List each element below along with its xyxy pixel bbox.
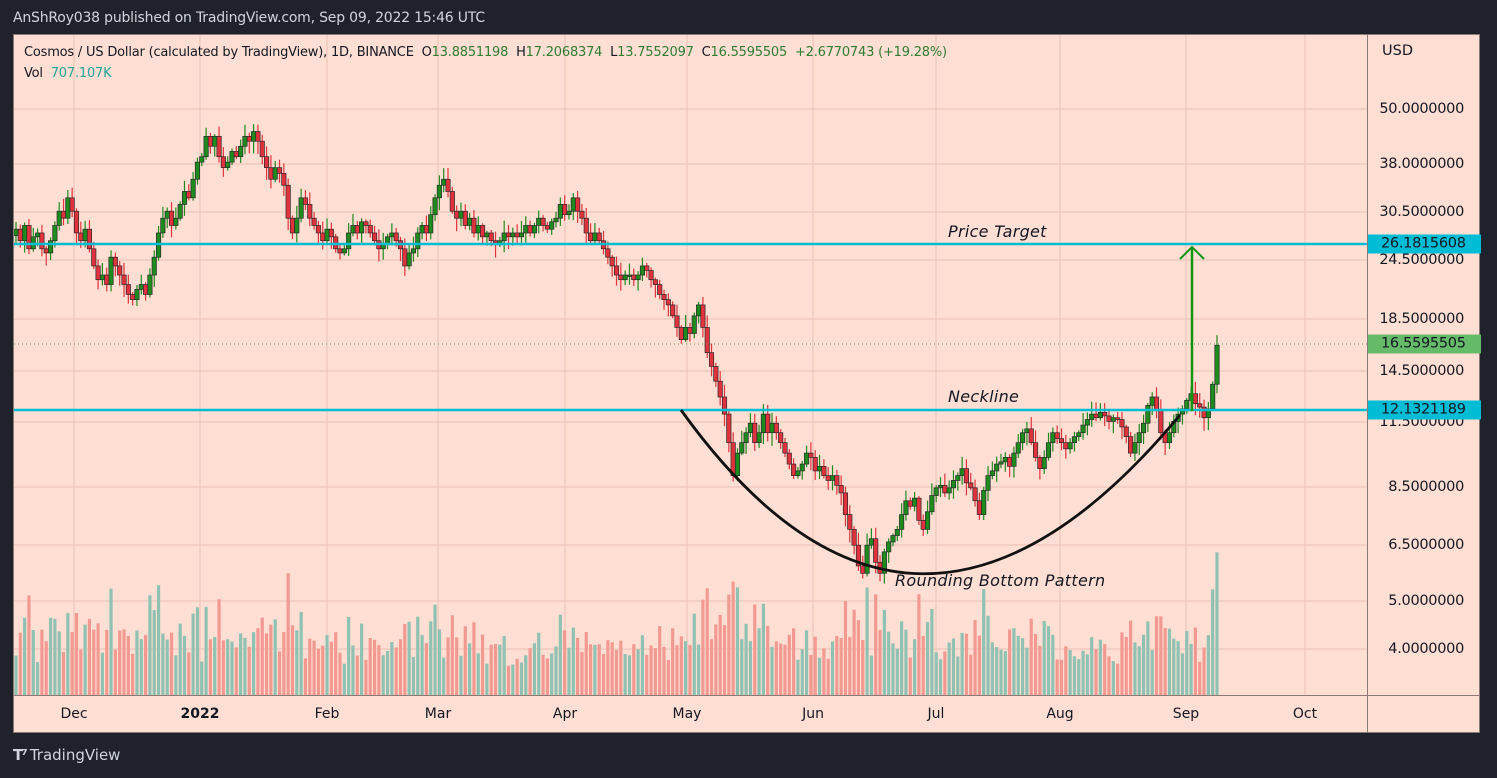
time-tick-label: Jun (802, 706, 824, 722)
price-tick-label: 4.0000000 (1388, 641, 1464, 657)
price-tick-label: 8.5000000 (1388, 479, 1464, 495)
time-tick-label: May (672, 706, 702, 722)
price-tick-label: 50.0000000 (1379, 101, 1464, 117)
time-tick-label: Mar (424, 706, 452, 722)
pattern-annotation[interactable]: Rounding Bottom Pattern (895, 571, 1106, 590)
chart-container[interactable]: Cosmos / US Dollar (calculated by Tradin… (13, 34, 1481, 733)
tradingview-brand-text: TradingView (29, 746, 121, 764)
price-tick-label: 24.5000000 (1379, 252, 1464, 268)
time-axis[interactable]: Dec 2022 Feb Mar Apr May Jun Jul Aug Sep Oct (14, 695, 1367, 733)
symbol-title[interactable]: Cosmos / US Dollar (calculated by Tradin… (24, 45, 414, 60)
close-value: 16.5595505 (710, 45, 788, 60)
price-plot[interactable]: Cosmos / US Dollar (calculated by Tradin… (14, 35, 1367, 695)
volume-legend: Vol 707.107K (24, 66, 112, 81)
price-tick-label: 18.5000000 (1379, 311, 1464, 327)
time-tick-label: 2022 (180, 706, 220, 722)
low-label: L (610, 45, 618, 60)
vol-label[interactable]: Vol (24, 66, 43, 81)
time-tick-label: Feb (314, 706, 340, 722)
price-axis[interactable]: USD 50.0000000 38.0000000 30.5000000 24.500… (1367, 35, 1481, 695)
price-tick-label: 30.5000000 (1379, 204, 1464, 220)
price-target-tag[interactable]: 26.1815608 (1368, 234, 1481, 254)
price-tick-label: 38.0000000 (1379, 156, 1464, 172)
neckline-annotation[interactable]: Neckline (948, 387, 1020, 406)
open-value: 13.8851198 (431, 45, 509, 60)
tradingview-logo[interactable]: T⁷ TradingView (13, 746, 120, 764)
open-label: O (421, 45, 432, 60)
high-value: 17.2068374 (525, 45, 603, 60)
price-tick-label: 5.0000000 (1388, 593, 1464, 609)
close-label: C (701, 45, 711, 60)
time-tick-label: Aug (1046, 706, 1074, 722)
change-value: +2.6770743 (+19.28%) (794, 45, 947, 60)
tradingview-logo-icon: T⁷ (13, 746, 28, 764)
high-label: H (516, 45, 526, 60)
time-tick-label: Oct (1292, 706, 1318, 722)
neckline-tag[interactable]: 12.1321189 (1368, 400, 1481, 420)
time-tick-label: Dec (60, 706, 88, 722)
price-tick-label: 6.5000000 (1388, 537, 1464, 553)
symbol-legend: Cosmos / US Dollar (calculated by Tradin… (24, 45, 947, 60)
publisher-line: AnShRoy038 published on TradingView.com,… (13, 10, 485, 26)
time-tick-label: Sep (1172, 706, 1200, 722)
currency-label[interactable]: USD (1382, 43, 1413, 59)
time-tick-label: Jul (927, 706, 945, 722)
vol-value: 707.107K (50, 66, 112, 81)
time-tick-label: Apr (552, 706, 578, 722)
price-tick-label: 14.5000000 (1379, 363, 1464, 379)
low-value: 13.7552097 (617, 45, 694, 60)
price-target-annotation[interactable]: Price Target (948, 222, 1047, 241)
candlestick-chart (14, 35, 1367, 695)
last-price-tag[interactable]: 16.5595505 (1368, 334, 1481, 354)
axis-corner (1367, 695, 1480, 733)
